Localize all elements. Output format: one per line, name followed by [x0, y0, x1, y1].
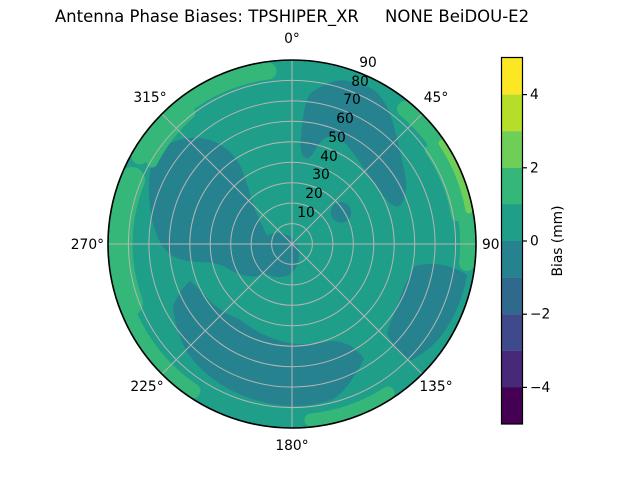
polar-grid — [107, 59, 477, 429]
contour-rim-arc-northwest-inner — [146, 107, 196, 168]
contour-rim-arc-east — [397, 101, 476, 271]
contour-depression-northwest — [148, 137, 273, 277]
angular-label-315: 315° — [133, 90, 166, 106]
contour-rim-sliver-east — [438, 139, 473, 214]
radial-label-30: 30 — [312, 167, 330, 183]
contour-depression-center — [257, 233, 300, 278]
angular-label-180: 180° — [275, 438, 308, 454]
colorbar: 4 2 0 −2 −4 Bias (mm) — [500, 56, 566, 425]
colorbar-tick-label-neg2: −2 — [530, 307, 550, 323]
radial-label-70: 70 — [343, 92, 361, 108]
contour-depression-north — [300, 80, 407, 207]
polar-grid-spoke — [161, 113, 293, 245]
colorbar-tick-label-2: 2 — [530, 160, 539, 176]
colorbar-band — [502, 167, 522, 205]
colorbar-band — [502, 94, 522, 132]
chart-title: Antenna Phase Biases: TPSHIPER_XR NONE B… — [54, 7, 530, 26]
contour-rim-arc-northwest — [131, 62, 277, 165]
colorbar-band — [502, 277, 522, 315]
colorbar-band — [502, 241, 522, 278]
angular-label-90: 90 — [482, 237, 500, 253]
angular-tick-labels: 0° 45° 90 135° 180° 225° 270° 315° — [71, 31, 500, 454]
angular-label-225: 225° — [130, 379, 163, 395]
colorbar-axis-label: Bias (mm) — [550, 206, 566, 277]
colorbar-band — [502, 314, 522, 351]
contour-rim-arc-west — [108, 167, 145, 316]
polar-grid-spoke — [291, 113, 423, 245]
colorbar-band — [502, 58, 522, 95]
polar-outline — [107, 59, 477, 429]
colorbar-band — [502, 204, 522, 242]
polar-grid-spoke — [291, 243, 423, 375]
radial-label-10: 10 — [297, 205, 315, 221]
angular-label-270: 270° — [71, 237, 104, 253]
radial-label-60: 60 — [336, 111, 354, 127]
colorbar-band — [502, 387, 522, 424]
angular-label-135: 135° — [419, 379, 452, 395]
polar-grid-spoke — [161, 243, 293, 375]
radial-label-20: 20 — [305, 186, 323, 202]
contour-depression-north-small — [330, 202, 352, 223]
colorbar-tick-label-neg4: −4 — [530, 380, 550, 396]
radial-label-50: 50 — [328, 130, 346, 146]
radial-label-40: 40 — [320, 149, 338, 165]
contour-rim-arc-east-inner — [425, 144, 463, 221]
angular-label-45: 45° — [424, 90, 448, 106]
angular-label-0: 0° — [284, 31, 300, 47]
radial-tick-labels: 10 20 30 40 50 60 70 80 90 — [297, 55, 377, 221]
colorbar-band — [502, 131, 522, 168]
contour-rim-arc-south — [304, 386, 395, 427]
contour-rim-arc-southwest — [122, 308, 201, 399]
radial-label-90: 90 — [359, 55, 377, 71]
colorbar-tick-label-4: 4 — [530, 87, 539, 103]
colorbar-tick-label-0: 0 — [530, 234, 539, 250]
colorbar-band — [502, 350, 522, 388]
radial-label-80: 80 — [351, 74, 369, 90]
